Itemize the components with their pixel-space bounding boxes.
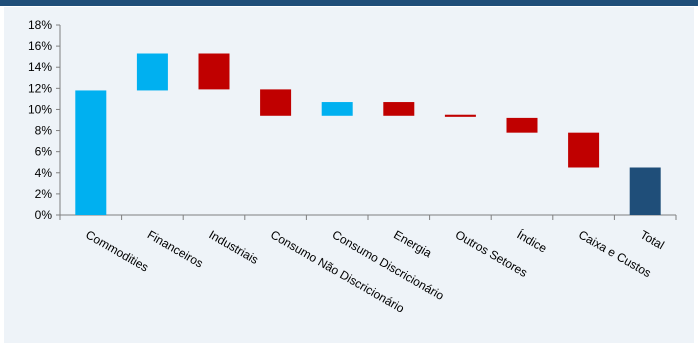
y-tick-label: 4% (35, 166, 53, 180)
category-label: Financeiros (145, 227, 206, 270)
bar-industriais (198, 53, 230, 90)
y-tick-label: 16% (28, 39, 52, 53)
chart-background (4, 7, 694, 343)
bar-total (629, 167, 661, 215)
y-tick-label: 6% (35, 145, 53, 159)
bar-outros-setores (444, 114, 476, 117)
category-label: Commodities (83, 227, 151, 274)
category-label: Índice (515, 227, 551, 256)
category-label: Energia (391, 227, 434, 260)
bar-commodities (75, 90, 107, 215)
top-accent-bar (0, 0, 698, 6)
y-tick-label: 2% (35, 187, 53, 201)
bar-caixa-e-custos (568, 132, 600, 168)
bar-consumo-discricion-rio (321, 102, 353, 116)
bar-energia (383, 102, 415, 116)
bar--ndice (506, 117, 538, 133)
y-tick-label: 10% (28, 102, 52, 116)
y-tick-label: 18% (28, 18, 52, 32)
category-label: Total (638, 227, 667, 252)
y-tick-label: 12% (28, 81, 52, 95)
bar-financeiros (136, 53, 168, 91)
y-tick-label: 0% (35, 208, 53, 222)
bar-consumo-n-o-discricion-rio (260, 89, 292, 116)
category-label: Industriais (207, 227, 261, 266)
y-tick-label: 14% (28, 60, 52, 74)
y-tick-label: 8% (35, 124, 53, 138)
